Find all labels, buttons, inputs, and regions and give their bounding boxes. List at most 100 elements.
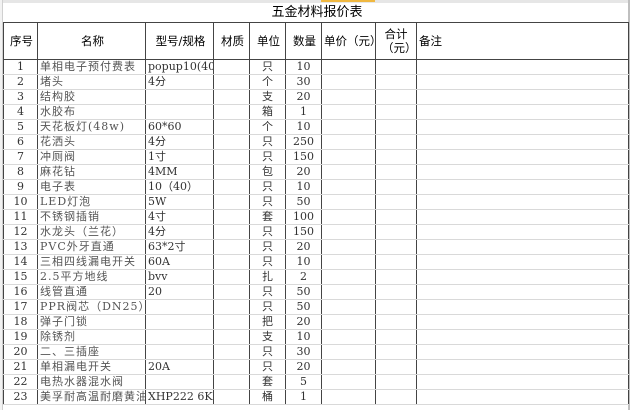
cell-material[interactable]: [213, 194, 250, 210]
cell-unit-price[interactable]: [321, 389, 376, 405]
cell-name[interactable]: 水胶布: [37, 104, 146, 120]
cell-remarks[interactable]: [415, 149, 630, 165]
cell-unit[interactable]: 只: [249, 254, 286, 270]
cell-total[interactable]: [375, 59, 417, 75]
cell-name[interactable]: 水龙头（兰花）: [37, 224, 146, 240]
sheet-title[interactable]: 五金材料报价表: [3, 3, 629, 23]
cell-total[interactable]: [375, 314, 417, 330]
cell-total[interactable]: [375, 299, 417, 315]
cell-name[interactable]: 美孚耐高温耐磨黄油: [37, 389, 146, 405]
cell-spec[interactable]: 10（40）: [145, 179, 214, 195]
cell-material[interactable]: [213, 344, 250, 360]
cell-total[interactable]: [375, 389, 417, 405]
cell-remarks[interactable]: [415, 134, 630, 150]
cell-index[interactable]: 21: [3, 359, 38, 375]
cell-unit-price[interactable]: [321, 329, 376, 345]
cell-quantity[interactable]: 250: [285, 134, 322, 150]
cell-unit[interactable]: 只: [249, 224, 286, 240]
cell-unit-price[interactable]: [321, 239, 376, 255]
cell-total[interactable]: [375, 344, 417, 360]
cell-index[interactable]: 6: [3, 134, 38, 150]
cell-index[interactable]: 20: [3, 344, 38, 360]
cell-quantity[interactable]: 10: [285, 179, 322, 195]
cell-total[interactable]: [375, 359, 417, 375]
cell-total[interactable]: [375, 329, 417, 345]
cell-unit[interactable]: 包: [249, 164, 286, 180]
cell-remarks[interactable]: [415, 59, 630, 75]
cell-index[interactable]: 2: [3, 74, 38, 90]
cell-index[interactable]: 18: [3, 314, 38, 330]
cell-index[interactable]: 10: [3, 194, 38, 210]
cell-material[interactable]: [213, 374, 250, 390]
cell-index[interactable]: 14: [3, 254, 38, 270]
cell-name[interactable]: 堵头: [37, 74, 146, 90]
header-material[interactable]: 材质: [213, 22, 250, 60]
cell-unit-price[interactable]: [321, 194, 376, 210]
cell-unit-price[interactable]: [321, 314, 376, 330]
cell-index[interactable]: 9: [3, 179, 38, 195]
cell-total[interactable]: [375, 224, 417, 240]
cell-index[interactable]: 13: [3, 239, 38, 255]
cell-unit[interactable]: 只: [249, 239, 286, 255]
cell-unit-price[interactable]: [321, 254, 376, 270]
cell-unit[interactable]: 只: [249, 134, 286, 150]
cell-name[interactable]: 电热水器混水阀: [37, 374, 146, 390]
cell-material[interactable]: [213, 269, 250, 285]
cell-unit-price[interactable]: [321, 74, 376, 90]
cell-unit-price[interactable]: [321, 149, 376, 165]
cell-material[interactable]: [213, 134, 250, 150]
cell-unit-price[interactable]: [321, 269, 376, 285]
cell-spec[interactable]: [145, 299, 214, 315]
cell-name[interactable]: 天花板灯(48w): [37, 119, 146, 135]
cell-spec[interactable]: [145, 374, 214, 390]
cell-quantity[interactable]: 30: [285, 344, 322, 360]
cell-material[interactable]: [213, 329, 250, 345]
cell-spec[interactable]: [145, 104, 214, 120]
cell-unit-price[interactable]: [321, 344, 376, 360]
cell-total[interactable]: [375, 179, 417, 195]
cell-name[interactable]: 线管直通: [37, 284, 146, 300]
cell-name[interactable]: 二、三插座: [37, 344, 146, 360]
cell-name[interactable]: 单相电子预付费表: [37, 59, 146, 75]
cell-spec[interactable]: 60*60: [145, 119, 214, 135]
cell-total[interactable]: [375, 254, 417, 270]
header-quantity[interactable]: 数量: [285, 22, 322, 60]
cell-material[interactable]: [213, 284, 250, 300]
cell-quantity[interactable]: 20: [285, 314, 322, 330]
cell-spec[interactable]: 4分: [145, 74, 214, 90]
cell-total[interactable]: [375, 104, 417, 120]
cell-remarks[interactable]: [415, 179, 630, 195]
cell-material[interactable]: [213, 164, 250, 180]
cell-name[interactable]: PVC外牙直通: [37, 239, 146, 255]
cell-spec[interactable]: 60A: [145, 254, 214, 270]
header-index[interactable]: 序号: [3, 22, 38, 60]
cell-spec[interactable]: [145, 89, 214, 105]
cell-remarks[interactable]: [415, 209, 630, 225]
cell-spec[interactable]: 4MM: [145, 164, 214, 180]
cell-material[interactable]: [213, 119, 250, 135]
cell-remarks[interactable]: [415, 104, 630, 120]
cell-unit[interactable]: 桶: [249, 389, 286, 405]
cell-index[interactable]: 22: [3, 374, 38, 390]
cell-material[interactable]: [213, 104, 250, 120]
cell-material[interactable]: [213, 179, 250, 195]
cell-unit[interactable]: 把: [249, 314, 286, 330]
cell-unit[interactable]: 套: [249, 374, 286, 390]
cell-quantity[interactable]: 50: [285, 299, 322, 315]
cell-unit-price[interactable]: [321, 134, 376, 150]
cell-remarks[interactable]: [415, 299, 630, 315]
cell-remarks[interactable]: [415, 74, 630, 90]
cell-quantity[interactable]: 50: [285, 284, 322, 300]
cell-remarks[interactable]: [415, 284, 630, 300]
cell-name[interactable]: LED灯泡: [37, 194, 146, 210]
cell-material[interactable]: [213, 149, 250, 165]
cell-index[interactable]: 7: [3, 149, 38, 165]
cell-remarks[interactable]: [415, 89, 630, 105]
cell-name[interactable]: 2.5平方地线: [37, 269, 146, 285]
cell-unit-price[interactable]: [321, 104, 376, 120]
cell-unit-price[interactable]: [321, 299, 376, 315]
cell-total[interactable]: [375, 89, 417, 105]
cell-spec[interactable]: [145, 329, 214, 345]
cell-spec[interactable]: bvv: [145, 269, 214, 285]
cell-unit-price[interactable]: [321, 164, 376, 180]
